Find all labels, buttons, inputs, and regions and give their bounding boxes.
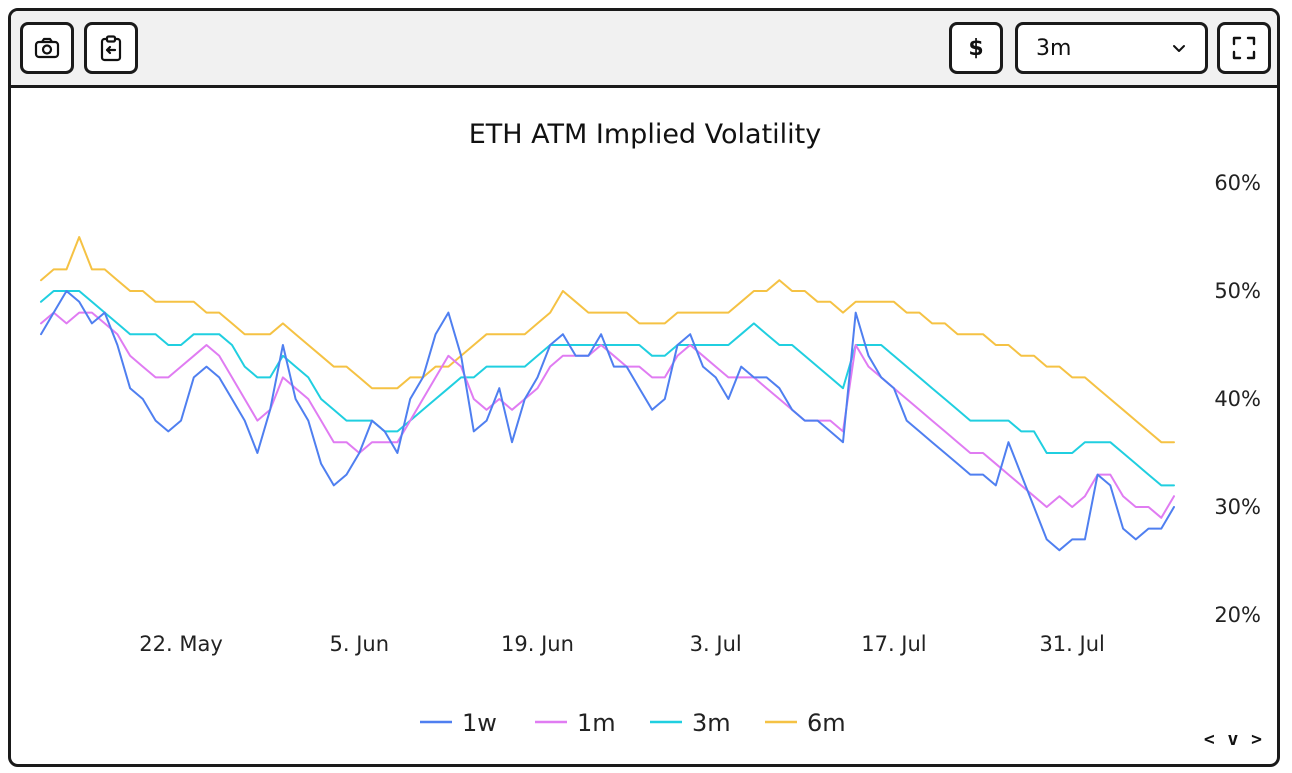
chart-area: ETH ATM Implied Volatility 20% 30% 40% 50% 6… <box>40 119 1261 737</box>
range-select[interactable]: 3m <box>1015 22 1208 74</box>
x-tick-label: 22. May <box>139 632 223 656</box>
y-tick-label: 50% <box>1214 279 1261 303</box>
series-line-3m[interactable] <box>40 290 1175 487</box>
fullscreen-button[interactable] <box>1217 22 1271 74</box>
x-tick-label: 31. Jul <box>1039 632 1104 656</box>
legend-item-6m[interactable]: 6m <box>765 709 846 737</box>
x-tick-label: 5. Jun <box>329 632 389 656</box>
legend-item-1w[interactable]: 1w <box>420 709 497 737</box>
range-select-value: 3m <box>1036 35 1072 61</box>
chart-nav-control[interactable]: < v > <box>1203 729 1263 750</box>
chart-title: ETH ATM Implied Volatility <box>469 119 822 150</box>
x-tick-label: 19. Jun <box>501 632 574 656</box>
y-tick-label: 20% <box>1214 603 1261 627</box>
legend-label: 3m <box>692 709 731 737</box>
x-tick-label: 17. Jul <box>861 632 926 656</box>
plot-lines <box>40 236 1175 552</box>
camera-icon <box>34 37 60 59</box>
legend-label: 6m <box>807 709 846 737</box>
legend: 1w 1m 3m 6m <box>420 709 846 737</box>
x-tick-label: 3. Jul <box>690 632 742 656</box>
series-line-1m[interactable] <box>40 311 1175 519</box>
y-axis: 20% 30% 40% 50% 60% <box>1214 171 1261 627</box>
legend-item-1m[interactable]: 1m <box>535 709 616 737</box>
series-line-1w[interactable] <box>40 290 1175 552</box>
y-tick-label: 60% <box>1214 171 1261 195</box>
chevron-down-icon <box>1173 45 1185 52</box>
legend-item-3m[interactable]: 3m <box>650 709 731 737</box>
clipboard-icon <box>100 35 122 62</box>
screenshot-button[interactable] <box>20 22 74 74</box>
currency-button[interactable]: $ <box>949 22 1003 74</box>
y-tick-label: 40% <box>1214 387 1261 411</box>
chart-widget: $ 3m ETH ATM Implied Volatility 20% 30% 40… <box>8 8 1280 767</box>
copy-data-button[interactable] <box>84 22 138 74</box>
toolbar: $ 3m <box>11 11 1277 88</box>
series-line-6m[interactable] <box>40 236 1175 444</box>
legend-label: 1w <box>462 709 497 737</box>
fullscreen-icon <box>1232 36 1256 60</box>
legend-label: 1m <box>577 709 616 737</box>
x-axis: 22. May 5. Jun 19. Jun 3. Jul 17. Jul 31. Jul <box>139 632 1105 656</box>
y-tick-label: 30% <box>1214 495 1261 519</box>
